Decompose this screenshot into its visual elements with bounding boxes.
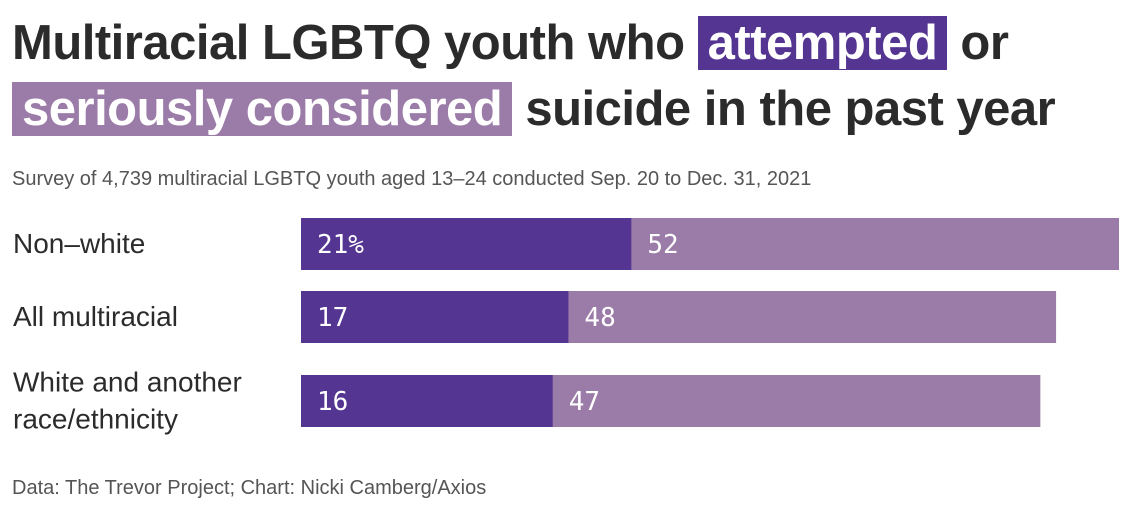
data-label-considered: 48 [584,303,615,333]
title-mid: or [960,16,1009,70]
chart-title: Multiracial LGBTQ youth who attempted or… [12,10,1142,142]
bar-chart: Non–white 21% 52 All multiracial 17 48 White a… [13,218,1119,435]
chart-subtitle: Survey of 4,739 multiracial LGBTQ youth … [12,168,812,190]
chart-source: Data: The Trevor Project; Chart: Nicki C… [12,477,487,499]
bar-attempted [301,218,632,270]
category-label: Non–white [13,228,145,259]
category-label: All multiracial [13,301,178,332]
bar-attempted [301,291,569,343]
data-label-attempted: 17 [317,303,348,333]
data-label-attempted: 21% [317,230,364,260]
category-label: race/ethnicity [13,404,178,435]
data-label-attempted: 16 [317,387,348,417]
title-attempted-highlight: attempted [697,16,948,70]
category-label: White and another [13,367,242,398]
data-label-considered: 52 [647,230,678,260]
bar-attempted [301,375,553,427]
data-label-considered: 47 [569,387,600,417]
title-suffix: suicide in the past year [525,82,1056,136]
title-prefix: Multiracial LGBTQ youth who [12,16,685,70]
title-considered-highlight: seriously considered [12,82,513,136]
